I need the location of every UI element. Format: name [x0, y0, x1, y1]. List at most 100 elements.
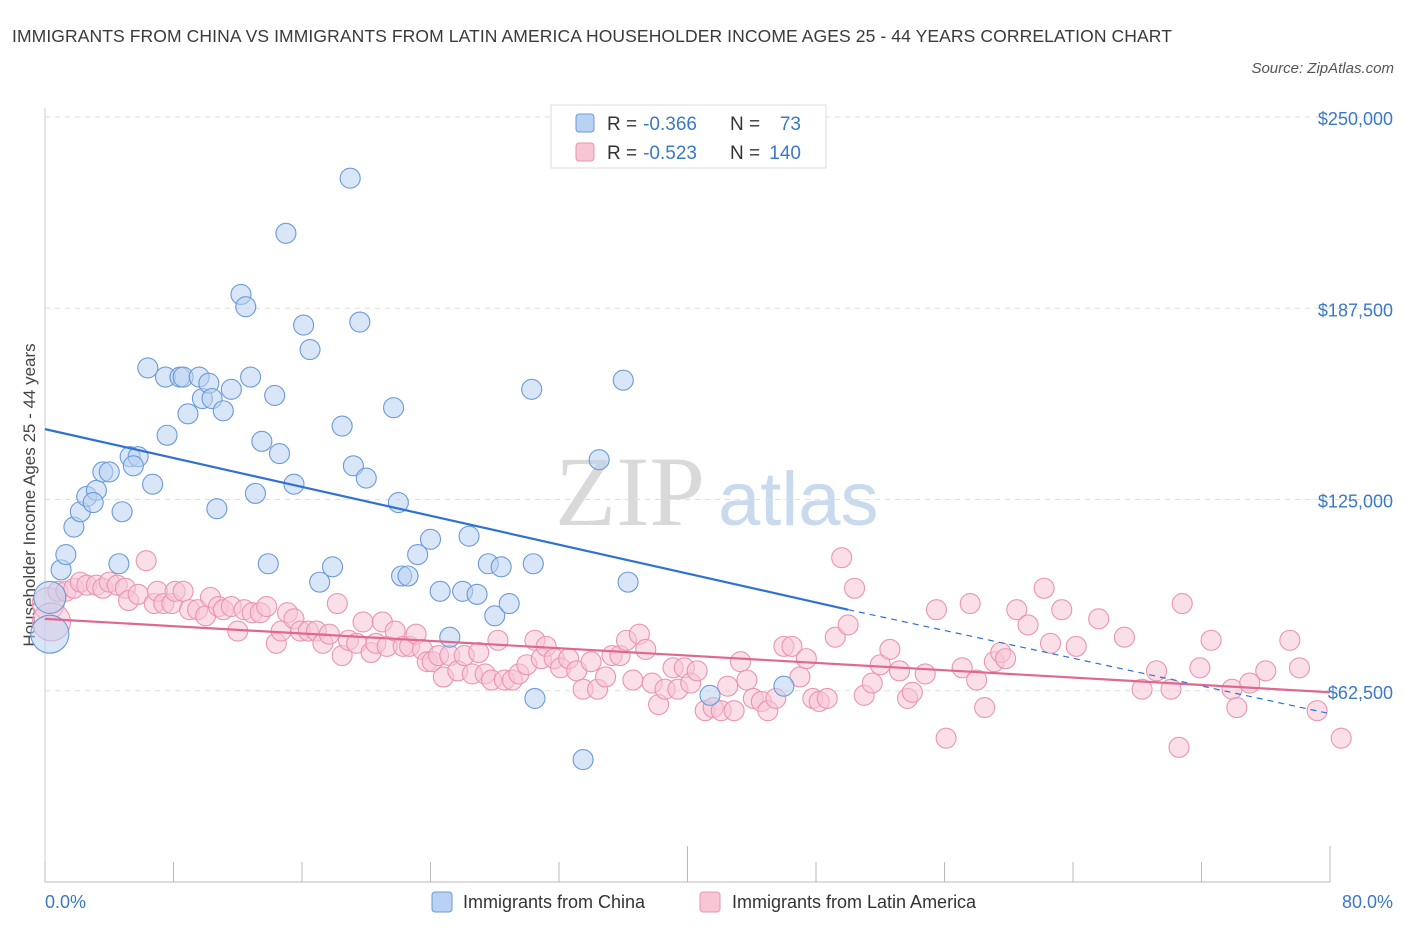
china-point-3: [55, 544, 77, 566]
china-point-52: [397, 565, 419, 587]
svg-text:R =-0.523: R = -0.523: [607, 143, 697, 164]
latin-point-157: [1306, 700, 1328, 722]
china-point-69: [612, 369, 634, 391]
latin-point-109: [781, 635, 803, 657]
latin-point-96: [686, 660, 708, 682]
y-tick-label-3: $250,000: [1318, 109, 1393, 129]
legend-swatch-china: [575, 113, 595, 133]
china-point-67: [572, 749, 594, 771]
china-point-71: [699, 684, 721, 706]
latin-point-121: [869, 654, 891, 676]
trend-line-latin: [44, 617, 1331, 694]
latin-point-111: [795, 648, 817, 670]
china-point-45: [339, 167, 361, 189]
china-point-17: [142, 473, 164, 495]
latin-point-131: [966, 669, 988, 691]
china-point-42: [309, 571, 331, 593]
latin-point-67: [487, 629, 509, 651]
latin-point-152: [1226, 697, 1248, 719]
svg-text:N =: N =: [730, 143, 760, 164]
china-point-58: [458, 525, 480, 547]
china-point-32: [240, 366, 262, 388]
latin-point-148: [1171, 592, 1193, 615]
latin-point-101: [723, 700, 745, 722]
watermark-zip: ZIP: [555, 436, 705, 547]
latin-point-82: [595, 666, 617, 688]
latin-point-142: [1088, 608, 1110, 630]
latin-point-118: [843, 577, 866, 599]
china-point-70: [617, 571, 639, 593]
latin-point-154: [1255, 660, 1277, 682]
latin-point-136: [1006, 599, 1028, 621]
y-axis-label: Householder Income Ages 25 - 44 years: [20, 343, 39, 646]
legend-latin-r-value: -0.523: [643, 143, 697, 164]
svg-text:N =: N =: [730, 114, 760, 135]
latin-point-150: [1200, 629, 1222, 651]
y-tick-label-1: $125,000: [1318, 492, 1393, 512]
latin-point-145: [1145, 660, 1168, 682]
china-point-18: [156, 424, 178, 446]
legend-china-n-value: 73: [780, 114, 801, 135]
china-point-38: [275, 222, 297, 244]
china-point-46: [342, 455, 364, 477]
china-point-8: [82, 492, 104, 514]
trend-lines: [44, 428, 1331, 715]
latin-point-80: [580, 651, 602, 673]
latin-point-141: [1065, 635, 1087, 657]
china-point-1: [30, 614, 70, 654]
bottom-legend-label-latin: Immigrants from Latin America: [732, 892, 977, 912]
latin-point-158: [1330, 727, 1352, 749]
china-point-12: [111, 501, 133, 523]
latin-point-102: [729, 651, 752, 673]
latin-point-144: [1131, 678, 1153, 700]
latin-point-138: [1033, 577, 1055, 599]
latin-point-126: [914, 663, 936, 685]
china-point-27: [206, 498, 228, 520]
china-point-35: [257, 553, 279, 575]
china-point-31: [235, 296, 257, 318]
series-china-points: [30, 167, 795, 771]
china-point-63: [498, 592, 520, 615]
latin-point-122: [879, 638, 901, 660]
china-point-10: [98, 461, 120, 483]
china-point-44: [331, 415, 353, 437]
china-point-43: [321, 556, 344, 578]
x-tick-max: 80.0%: [1342, 892, 1393, 912]
latin-point-14: [135, 550, 157, 572]
latin-point-116: [831, 547, 853, 569]
china-point-65: [522, 553, 544, 575]
y-tick-label-2: $187,500: [1318, 300, 1393, 320]
series-latin-america-points: [31, 547, 1352, 758]
latin-point-86: [622, 669, 644, 691]
china-point-49: [383, 397, 405, 419]
china-point-68: [588, 449, 610, 471]
china-point-64: [521, 378, 543, 400]
china-point-48: [355, 467, 377, 489]
latin-point-20: [172, 580, 194, 602]
china-point-28: [212, 400, 234, 422]
china-point-29: [220, 378, 242, 400]
latin-point-151: [1221, 678, 1243, 700]
china-point-34: [251, 430, 273, 452]
svg-text:R =-0.366: R = -0.366: [607, 114, 697, 135]
latin-point-147: [1168, 736, 1190, 758]
latin-point-117: [837, 614, 859, 636]
china-point-53: [407, 544, 429, 566]
china-point-40: [293, 314, 315, 336]
latin-point-129: [951, 657, 973, 679]
china-point-41: [299, 339, 321, 361]
latin-point-135: [994, 648, 1017, 670]
latin-point-120: [861, 672, 883, 694]
china-point-56: [439, 626, 461, 648]
latin-point-132: [974, 697, 996, 719]
latin-point-32: [256, 596, 278, 618]
latin-point-46: [352, 611, 374, 633]
latin-point-130: [959, 592, 981, 615]
latin-point-64: [468, 641, 490, 664]
china-point-62: [490, 556, 512, 578]
latin-point-125: [901, 681, 923, 703]
legend-latin-n-value: 140: [769, 143, 801, 164]
china-point-66: [524, 687, 546, 709]
y-tick-labels: $62,500 $125,000 $187,500 $250,000: [1318, 109, 1393, 703]
